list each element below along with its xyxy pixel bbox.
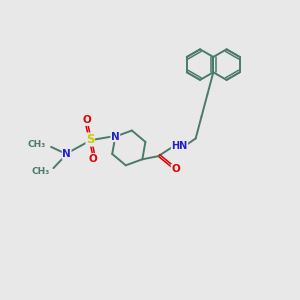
Text: N: N <box>62 149 71 159</box>
Text: O: O <box>83 116 92 125</box>
Text: CH₃: CH₃ <box>28 140 46 149</box>
Text: O: O <box>89 154 98 164</box>
Text: O: O <box>171 164 180 174</box>
Text: CH₃: CH₃ <box>32 167 50 176</box>
Text: N: N <box>111 132 120 142</box>
Text: HN: HN <box>171 141 188 151</box>
Text: S: S <box>86 133 94 146</box>
